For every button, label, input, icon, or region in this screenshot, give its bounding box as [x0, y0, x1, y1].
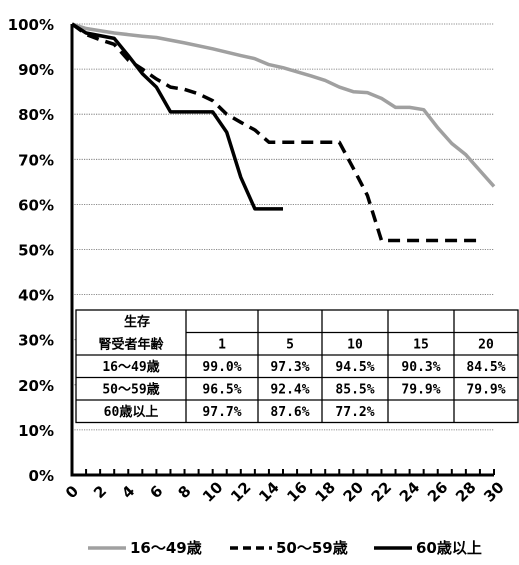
y-tick-label: 30% — [18, 332, 54, 350]
x-tick-label: 4 — [118, 482, 138, 502]
legend: 16～49歳 50～59歳 60歳以上 — [88, 539, 482, 557]
x-tick-label: 0 — [62, 482, 82, 502]
table-cell: 77.2% — [335, 405, 374, 420]
series-line — [71, 22, 496, 188]
legend-label: 60歳以上 — [416, 539, 482, 557]
legend-label: 16～49歳 — [130, 539, 202, 557]
table-column-header: 5 — [286, 338, 294, 353]
table-cell: 96.5% — [202, 383, 241, 398]
x-tick-label: 18 — [311, 478, 338, 505]
table-cell: 84.5% — [466, 360, 505, 375]
y-tick-label: 100% — [8, 16, 54, 34]
x-tick-label: 10 — [199, 478, 226, 505]
y-tick-label: 40% — [18, 287, 54, 305]
table-corner-bottom: 腎受者年齢 — [98, 337, 164, 353]
x-tick-label: 16 — [283, 478, 310, 505]
x-tick-label: 12 — [227, 478, 254, 505]
y-tick-label: 60% — [18, 196, 54, 214]
table-row-label: 16～49歳 — [102, 359, 159, 375]
y-tick-label: 70% — [18, 151, 54, 169]
table-column-header: 20 — [478, 338, 494, 353]
table-frame — [75, 309, 519, 424]
x-tick-label: 6 — [146, 482, 166, 502]
x-tick-label: 26 — [424, 478, 451, 505]
series-line — [70, 22, 480, 243]
y-tick-label: 50% — [18, 242, 54, 260]
x-tick-label: 8 — [174, 482, 194, 502]
x-tick-label: 20 — [340, 478, 367, 505]
table-cell: 94.5% — [335, 360, 374, 375]
table-cell: 79.9% — [401, 383, 440, 398]
x-tick-label: 24 — [396, 478, 423, 505]
table-cell: 92.4% — [270, 383, 309, 398]
table-cell: 85.5% — [335, 383, 374, 398]
series-line — [71, 22, 283, 211]
table-row-label: 60歳以上 — [104, 404, 159, 420]
x-tick-label: 28 — [452, 478, 479, 505]
table-cell: 79.9% — [466, 383, 505, 398]
y-tick-label: 20% — [18, 377, 54, 395]
y-tick-label: 0% — [29, 467, 54, 485]
axes — [70, 24, 495, 477]
table-row-label: 50～59歳 — [102, 382, 159, 398]
table-cell: 90.3% — [401, 360, 440, 375]
x-tick-label: 2 — [90, 482, 110, 502]
legend-label: 50～59歳 — [276, 539, 348, 557]
series-lines — [70, 22, 496, 243]
y-axis-tick-labels: 0% 10% 20% 30% 40% 50% 60% 70% 80% 90% 100% — [8, 16, 54, 485]
table-cell: 97.3% — [270, 360, 309, 375]
table-column-header: 1 — [218, 338, 226, 353]
table-cell: 87.6% — [270, 405, 309, 420]
table-column-header: 15 — [413, 338, 429, 353]
y-tick-label: 90% — [18, 61, 54, 79]
x-tick-label: 22 — [368, 478, 395, 505]
x-tick-label: 30 — [480, 478, 507, 505]
y-tick-label: 80% — [18, 106, 54, 124]
table-corner-top: 生存 — [124, 314, 150, 330]
table-column-header: 10 — [347, 338, 363, 353]
x-axis-tick-labels: 0 2 4 6 8 10 12 14 16 18 20 22 24 26 28 30 — [62, 478, 508, 505]
x-tick-label: 14 — [255, 478, 282, 505]
table-cell: 99.0% — [202, 360, 241, 375]
y-tick-label: 10% — [18, 422, 54, 440]
table-cell: 97.7% — [202, 405, 241, 420]
